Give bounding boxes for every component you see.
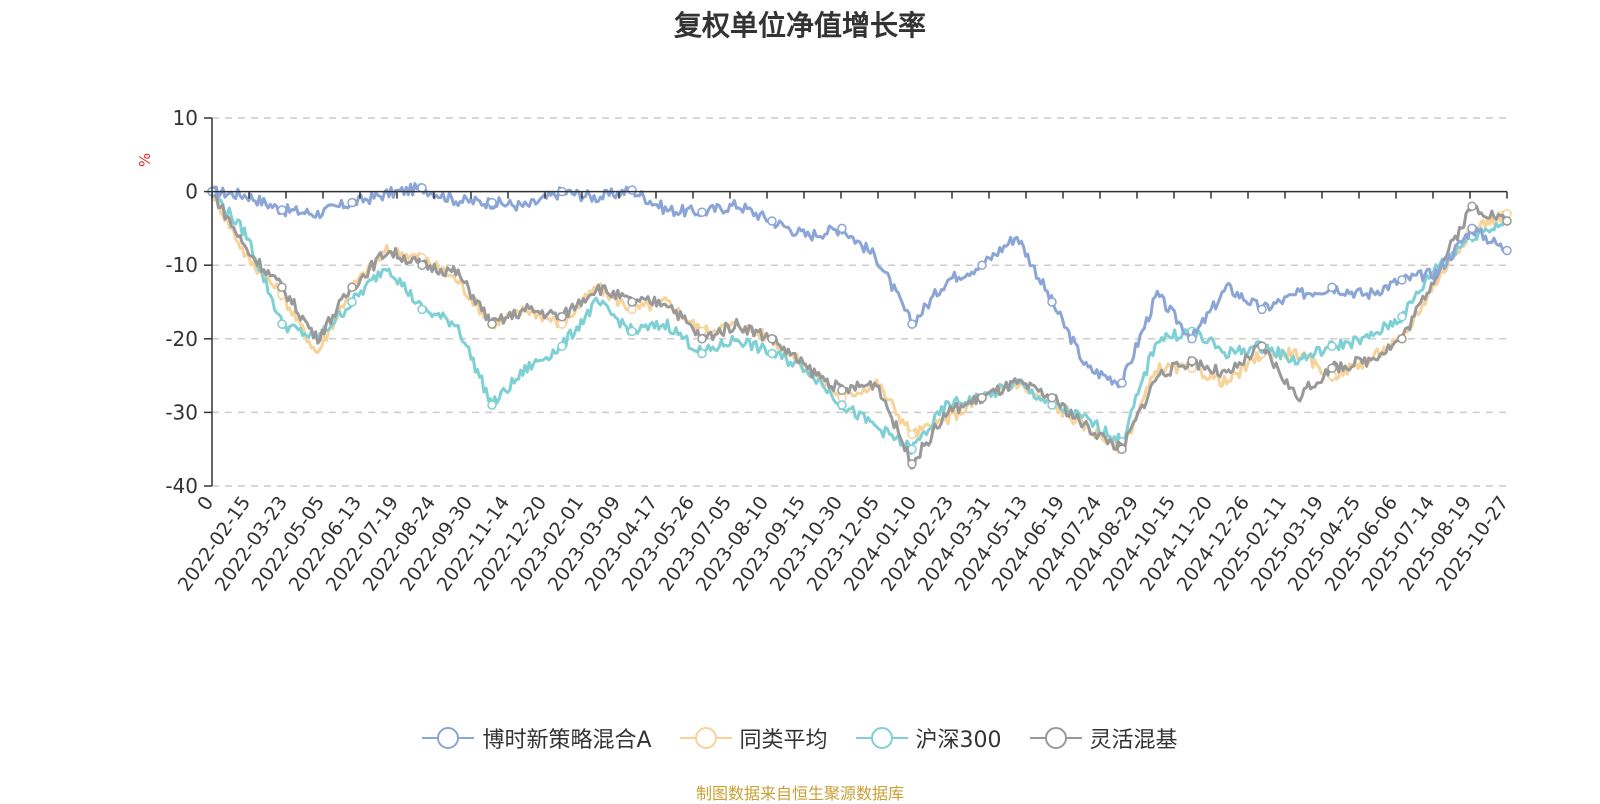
series-point bbox=[1327, 363, 1337, 373]
series-point bbox=[1502, 216, 1512, 226]
series-point bbox=[557, 311, 567, 322]
legend: 博时新策略混合A 同类平均 沪深300 灵活混基 bbox=[0, 722, 1600, 754]
series-point bbox=[1397, 275, 1407, 285]
series-point bbox=[1327, 282, 1337, 293]
series-point bbox=[837, 400, 847, 410]
series-point bbox=[1397, 311, 1407, 322]
series-point bbox=[1467, 223, 1477, 234]
line-chart: 10 0 -10 -20 -30 -40 02022-02-152022-03-23202… bbox=[136, 106, 1513, 595]
series-point bbox=[767, 216, 777, 226]
y-tick-label: -30 bbox=[165, 400, 198, 424]
legend-marker-icon bbox=[679, 727, 732, 749]
series-point bbox=[1502, 245, 1512, 256]
legend-item-fund[interactable]: 博时新策略混合A bbox=[422, 722, 652, 754]
y-axis-unit-label: % bbox=[136, 153, 154, 167]
y-tick-labels: 10 0 -10 -20 -30 -40 bbox=[165, 106, 198, 498]
legend-marker-icon bbox=[422, 727, 475, 749]
series-point bbox=[417, 260, 427, 270]
series-point bbox=[1187, 356, 1197, 366]
series-point bbox=[627, 326, 637, 337]
series-point bbox=[837, 385, 847, 396]
legend-label: 博时新策略混合A bbox=[482, 728, 652, 753]
series-point bbox=[347, 282, 357, 293]
y-tick-label: 0 bbox=[185, 180, 198, 204]
series-point bbox=[1117, 378, 1127, 388]
data-source-note: 制图数据来自恒生聚源数据库 bbox=[695, 784, 904, 803]
series-point bbox=[1257, 304, 1267, 315]
series-point bbox=[697, 348, 707, 359]
series-point bbox=[487, 197, 497, 208]
series-point bbox=[277, 205, 287, 215]
series-line-2 bbox=[210, 190, 1509, 455]
chart-title: 复权单位净值增长率 bbox=[673, 9, 926, 42]
series-point bbox=[627, 297, 637, 307]
series-point bbox=[557, 341, 567, 351]
x-tick-labels: 02022-02-152022-03-232022-05-052022-06-1… bbox=[174, 492, 1513, 595]
legend-marker-icon bbox=[855, 727, 908, 749]
legend-item-peer-average[interactable]: 同类平均 bbox=[679, 722, 828, 754]
series-point bbox=[1467, 201, 1477, 212]
series-point bbox=[1327, 341, 1337, 351]
legend-label: 同类平均 bbox=[739, 728, 828, 753]
series-point bbox=[417, 304, 427, 315]
series-point bbox=[487, 400, 497, 410]
series-point bbox=[837, 223, 847, 234]
series-point bbox=[417, 183, 427, 193]
series-point bbox=[697, 334, 707, 344]
series-point bbox=[1257, 341, 1267, 351]
series-point bbox=[1047, 297, 1057, 307]
grid-lines bbox=[212, 117, 1507, 487]
legend-item-csi300[interactable]: 沪深300 bbox=[855, 722, 1002, 754]
axes bbox=[204, 117, 1508, 487]
legend-item-flexible-mixed[interactable]: 灵活混基 bbox=[1029, 722, 1178, 754]
series-point bbox=[487, 319, 497, 329]
series-point bbox=[1397, 334, 1407, 344]
series-point bbox=[907, 319, 917, 329]
series-point bbox=[767, 334, 777, 344]
series-point bbox=[907, 459, 917, 469]
series-lines bbox=[207, 182, 1512, 470]
x-tick-label: 0 bbox=[193, 492, 218, 515]
legend-marker-icon bbox=[1029, 727, 1082, 749]
series-line-3 bbox=[210, 190, 1508, 470]
series-point bbox=[767, 348, 777, 359]
legend-label: 灵活混基 bbox=[1089, 728, 1178, 753]
series-point bbox=[277, 282, 287, 293]
series-line-0 bbox=[210, 182, 1508, 389]
series-point bbox=[1187, 334, 1197, 344]
series-point bbox=[347, 197, 357, 208]
y-tick-label: -40 bbox=[165, 474, 198, 498]
series-point bbox=[907, 429, 917, 440]
series-point bbox=[1117, 444, 1127, 454]
series-point bbox=[347, 297, 357, 307]
y-tick-label: -20 bbox=[165, 327, 198, 351]
y-tick-label: -10 bbox=[165, 253, 198, 277]
series-point bbox=[977, 392, 987, 403]
series-point bbox=[1047, 392, 1057, 403]
series-point bbox=[977, 260, 987, 270]
series-point bbox=[627, 185, 637, 195]
series-point bbox=[277, 319, 287, 329]
legend-label: 沪深300 bbox=[915, 728, 1002, 753]
series-point bbox=[697, 207, 707, 217]
y-tick-label: 10 bbox=[173, 106, 198, 130]
